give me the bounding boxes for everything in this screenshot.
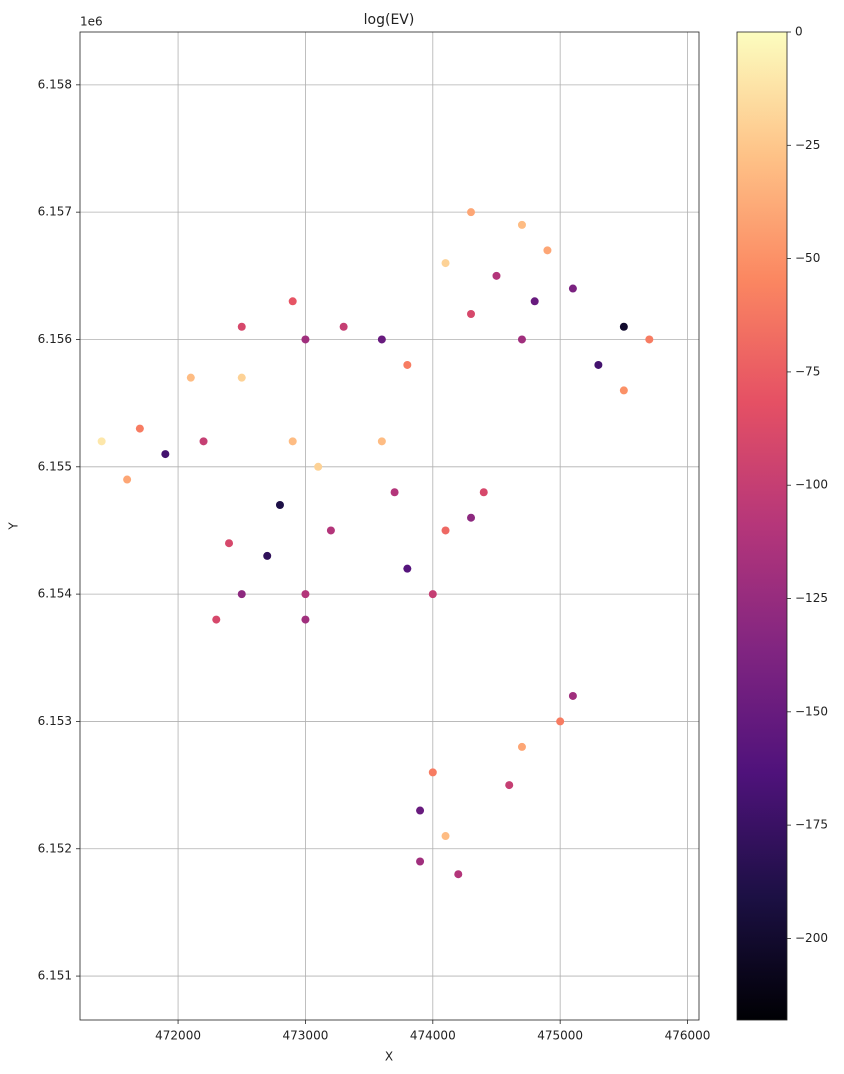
colorbar-tick-label: −100 bbox=[795, 478, 828, 492]
point bbox=[135, 424, 144, 433]
point bbox=[288, 297, 297, 306]
point bbox=[339, 322, 348, 331]
point bbox=[479, 488, 488, 497]
point bbox=[237, 373, 246, 382]
point bbox=[301, 590, 310, 599]
point bbox=[416, 806, 425, 815]
point bbox=[377, 335, 386, 344]
chart-title: log(EV) bbox=[364, 12, 415, 28]
point bbox=[237, 590, 246, 599]
point bbox=[556, 717, 565, 726]
point bbox=[619, 322, 628, 331]
point bbox=[416, 857, 425, 866]
point bbox=[441, 832, 450, 841]
point bbox=[467, 513, 476, 522]
point bbox=[428, 590, 437, 599]
y-tick-label: 6.157 bbox=[38, 205, 72, 219]
colorbar-frame bbox=[736, 31, 788, 1021]
y-tick-label: 6.153 bbox=[38, 714, 72, 728]
y-tick-label: 6.151 bbox=[38, 969, 72, 983]
y-offset-label: 1e6 bbox=[80, 15, 103, 29]
point bbox=[568, 284, 577, 293]
point bbox=[428, 768, 437, 777]
point bbox=[441, 526, 450, 535]
y-tick-label: 6.156 bbox=[38, 332, 72, 346]
point bbox=[97, 437, 106, 446]
y-tick-label: 6.152 bbox=[38, 841, 72, 855]
point bbox=[619, 386, 628, 395]
x-axis-label: X bbox=[385, 1050, 393, 1064]
point bbox=[225, 539, 234, 548]
point bbox=[568, 691, 577, 700]
point bbox=[467, 208, 476, 217]
point bbox=[594, 360, 603, 369]
point bbox=[199, 437, 208, 446]
colorbar-tick-label: −175 bbox=[795, 818, 828, 832]
point bbox=[492, 271, 501, 280]
point bbox=[275, 500, 284, 509]
point bbox=[301, 615, 310, 624]
point bbox=[263, 551, 272, 560]
y-tick-label: 6.158 bbox=[38, 77, 72, 91]
point bbox=[467, 310, 476, 319]
x-tick-label: 476000 bbox=[665, 1029, 711, 1043]
point bbox=[377, 437, 386, 446]
point bbox=[543, 246, 552, 255]
point bbox=[390, 488, 399, 497]
point bbox=[530, 297, 539, 306]
point bbox=[161, 450, 170, 459]
colorbar-tick-label: −200 bbox=[795, 931, 828, 945]
point bbox=[212, 615, 221, 624]
point bbox=[237, 322, 246, 331]
y-tick-label: 6.155 bbox=[38, 459, 72, 473]
colorbar bbox=[737, 32, 787, 1020]
x-tick-label: 473000 bbox=[283, 1029, 329, 1043]
point bbox=[326, 526, 335, 535]
colorbar-tick-label: −150 bbox=[795, 704, 828, 718]
colorbar-tick-label: 0 bbox=[795, 25, 803, 39]
point bbox=[314, 462, 323, 471]
point bbox=[517, 220, 526, 229]
x-tick-label: 472000 bbox=[155, 1029, 201, 1043]
y-tick-label: 6.154 bbox=[38, 587, 72, 601]
point bbox=[517, 335, 526, 344]
point bbox=[403, 564, 412, 573]
point bbox=[441, 259, 450, 268]
point bbox=[123, 475, 132, 484]
point bbox=[403, 360, 412, 369]
point bbox=[645, 335, 654, 344]
x-tick-label: 475000 bbox=[537, 1029, 583, 1043]
point bbox=[517, 742, 526, 751]
colorbar-tick-label: −75 bbox=[795, 364, 820, 378]
x-tick-label: 474000 bbox=[410, 1029, 456, 1043]
colorbar-tick-label: −25 bbox=[795, 138, 820, 152]
point bbox=[454, 870, 463, 879]
y-axis-label: Y bbox=[7, 522, 21, 531]
point bbox=[301, 335, 310, 344]
point bbox=[505, 781, 514, 790]
plot-frame bbox=[79, 31, 700, 1021]
point bbox=[288, 437, 297, 446]
point bbox=[186, 373, 195, 382]
colorbar-tick-label: −125 bbox=[795, 591, 828, 605]
colorbar-tick-label: −50 bbox=[795, 251, 820, 265]
